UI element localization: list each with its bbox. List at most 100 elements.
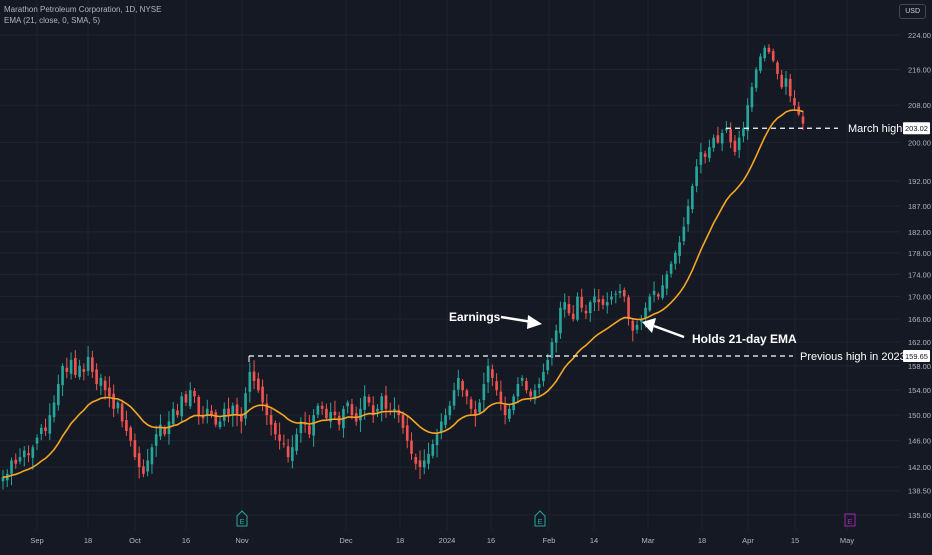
upcoming-earnings-marker[interactable]: E bbox=[844, 513, 856, 527]
candle bbox=[125, 410, 128, 436]
candle-body bbox=[533, 390, 537, 400]
currency-button[interactable]: USD bbox=[899, 4, 926, 19]
candle bbox=[716, 126, 720, 144]
candle bbox=[248, 362, 252, 403]
candle-body bbox=[635, 324, 639, 330]
candle-body bbox=[265, 403, 269, 416]
candle-body bbox=[286, 446, 290, 458]
candle-body bbox=[401, 414, 405, 428]
candle bbox=[354, 406, 358, 426]
candle-body bbox=[763, 47, 767, 59]
candle bbox=[244, 387, 247, 426]
x-tick-label: Dec bbox=[339, 536, 353, 545]
candle bbox=[669, 260, 673, 278]
candle bbox=[657, 292, 660, 300]
candle-body bbox=[333, 411, 337, 416]
candle bbox=[771, 48, 775, 63]
candle bbox=[74, 350, 77, 379]
candle-body bbox=[546, 359, 549, 371]
candle-body bbox=[222, 408, 226, 421]
candle bbox=[359, 398, 362, 433]
candle bbox=[1, 469, 5, 490]
candle bbox=[550, 338, 554, 366]
candle bbox=[295, 428, 298, 455]
candle bbox=[776, 60, 779, 80]
candle-body bbox=[771, 51, 775, 61]
candle bbox=[261, 379, 264, 411]
x-tick-label: 16 bbox=[487, 536, 495, 545]
candle bbox=[329, 402, 332, 429]
candle bbox=[631, 319, 635, 342]
candle-body bbox=[559, 307, 562, 334]
candle bbox=[142, 459, 145, 478]
candle bbox=[35, 434, 39, 451]
candle-body bbox=[563, 302, 567, 310]
candle bbox=[554, 324, 558, 353]
candle bbox=[312, 409, 315, 447]
candle-body bbox=[686, 206, 690, 225]
march-high-label: March high bbox=[848, 123, 902, 135]
candle-body bbox=[244, 393, 247, 419]
candle bbox=[257, 372, 260, 393]
candle bbox=[133, 433, 137, 461]
candle-body bbox=[205, 408, 209, 416]
earnings-marker[interactable]: E bbox=[534, 510, 546, 527]
candle bbox=[797, 101, 801, 117]
symbol-title[interactable]: Marathon Petroleum Corporation, 1D, NYSE bbox=[4, 5, 162, 14]
candle-body bbox=[418, 460, 422, 468]
x-tick-label: Feb bbox=[543, 536, 556, 545]
candle bbox=[388, 402, 392, 416]
candle bbox=[393, 397, 396, 419]
candle bbox=[282, 434, 286, 448]
y-tick-label: 146.00 bbox=[908, 437, 931, 446]
candle-body bbox=[397, 410, 401, 416]
candle-body bbox=[537, 384, 541, 388]
candle-body bbox=[116, 402, 120, 409]
earnings-marker[interactable]: E bbox=[236, 510, 248, 527]
candle-body bbox=[171, 408, 175, 425]
event-marker-letter: E bbox=[537, 517, 542, 526]
candle bbox=[737, 130, 741, 159]
y-tick-label: 208.00 bbox=[908, 101, 931, 110]
y-tick-label: 192.00 bbox=[908, 177, 931, 186]
y-tick-label: 162.00 bbox=[908, 338, 931, 347]
candle bbox=[474, 400, 477, 427]
candle-body bbox=[193, 390, 196, 397]
x-tick-label: 16 bbox=[182, 536, 190, 545]
candle-body bbox=[439, 421, 443, 432]
candle bbox=[465, 388, 469, 405]
ema-hold-arrow-shaft bbox=[653, 324, 685, 339]
candle bbox=[52, 395, 56, 423]
candle bbox=[103, 376, 107, 400]
x-tick-label: Nov bbox=[235, 536, 249, 545]
candle-body bbox=[350, 404, 354, 416]
indicator-label[interactable]: EMA (21, close, 0, SMA, 5) bbox=[4, 16, 101, 25]
candle bbox=[108, 376, 111, 408]
candle-body bbox=[461, 380, 464, 391]
candle bbox=[184, 390, 188, 407]
candle bbox=[491, 364, 494, 386]
candle bbox=[520, 375, 524, 387]
candle-body bbox=[597, 299, 601, 303]
candle-body bbox=[499, 391, 503, 403]
candle-body bbox=[491, 369, 494, 378]
candle-body bbox=[482, 384, 486, 401]
candle-body bbox=[452, 390, 456, 406]
candle-body bbox=[325, 408, 328, 419]
candle-body bbox=[435, 434, 439, 446]
y-tick-label: 142.00 bbox=[908, 463, 931, 472]
candle-body bbox=[95, 369, 98, 385]
y-tick-label: 224.00 bbox=[908, 31, 931, 40]
candle bbox=[559, 301, 562, 339]
candle bbox=[457, 369, 460, 397]
candle-body bbox=[295, 434, 298, 451]
candle bbox=[137, 446, 141, 479]
candle bbox=[367, 394, 371, 407]
candle-body bbox=[567, 304, 571, 314]
candle-body bbox=[278, 434, 281, 441]
candle-body bbox=[163, 428, 167, 435]
candle-body bbox=[1, 477, 5, 482]
candle-body bbox=[312, 415, 315, 436]
